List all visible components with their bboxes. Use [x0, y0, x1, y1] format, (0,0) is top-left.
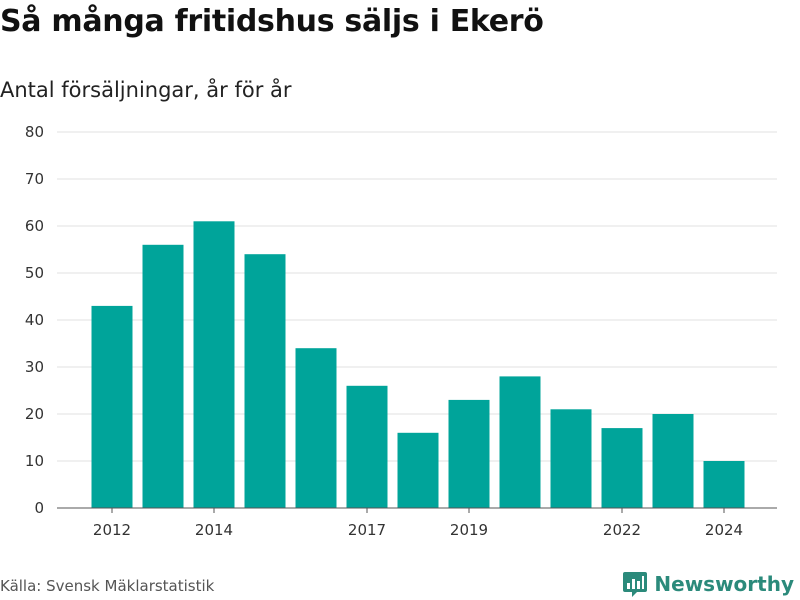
bar-2023	[652, 414, 694, 508]
y-tick-label: 60	[25, 217, 44, 235]
x-tick-label: 2022	[603, 521, 641, 539]
bar-2016	[295, 348, 337, 508]
bar-2019	[448, 399, 490, 508]
y-tick-label: 50	[25, 264, 44, 282]
chart-subtitle: Antal försäljningar, år för år	[0, 78, 292, 102]
y-tick-label: 30	[25, 358, 44, 376]
newsworthy-logo-icon	[623, 572, 648, 597]
y-tick-label: 80	[25, 123, 44, 141]
bar-2024	[703, 461, 745, 508]
bar-2013	[142, 244, 184, 509]
bar-chart: 0 10 20 30 40 50 60 70 80 2012 2014 2017 2019 2022 202…	[25, 123, 777, 539]
bar-2018	[397, 432, 439, 508]
y-tick-label: 0	[34, 499, 44, 517]
x-tick-label: 2014	[195, 521, 233, 539]
y-tick-label: 10	[25, 452, 44, 470]
chart-title: Så många fritidshus säljs i Ekerö	[0, 4, 544, 39]
x-tick-label: 2019	[450, 521, 488, 539]
brand-name: Newsworthy	[654, 572, 794, 596]
bar-2014	[193, 221, 235, 509]
x-tick-label: 2012	[93, 521, 131, 539]
bar-2012	[91, 305, 133, 508]
bar-2020	[499, 376, 541, 508]
source-note: Källa: Svensk Mäklarstatistik	[0, 577, 215, 595]
y-tick-label: 40	[25, 311, 44, 329]
bar-2017	[346, 385, 388, 508]
newsworthy-logo: Newsworthy	[622, 568, 794, 600]
bar-2022	[601, 428, 643, 508]
bar-2021	[550, 409, 592, 508]
x-tick-label: 2017	[348, 521, 386, 539]
bar-2015	[244, 254, 286, 508]
y-tick-label: 20	[25, 405, 44, 423]
y-tick-label: 70	[25, 170, 44, 188]
x-tick-label: 2024	[705, 521, 743, 539]
